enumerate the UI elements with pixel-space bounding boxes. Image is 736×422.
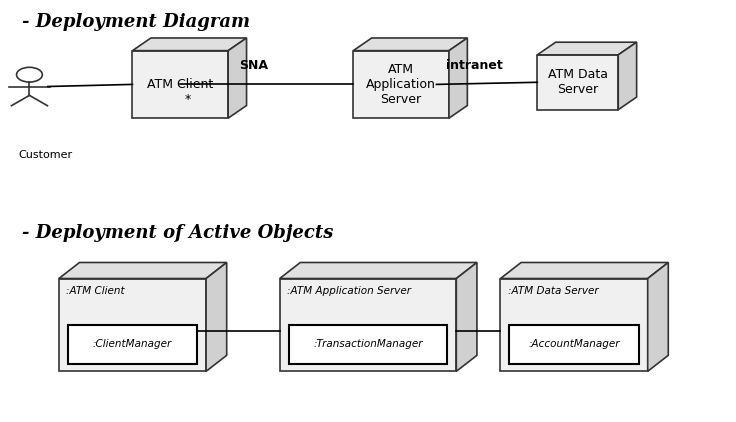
Text: ATM Data
Server: ATM Data Server xyxy=(548,68,608,96)
FancyBboxPatch shape xyxy=(68,325,197,364)
Text: SNA: SNA xyxy=(239,59,269,72)
Text: :ATM Client: :ATM Client xyxy=(66,286,125,296)
Text: :ATM Data Server: :ATM Data Server xyxy=(508,286,598,296)
Text: :ATM Application Server: :ATM Application Server xyxy=(287,286,411,296)
Polygon shape xyxy=(206,262,227,371)
Polygon shape xyxy=(59,262,227,279)
Polygon shape xyxy=(537,55,618,110)
Polygon shape xyxy=(228,38,247,118)
Polygon shape xyxy=(449,38,467,118)
FancyBboxPatch shape xyxy=(509,325,639,364)
Text: ATM
Application
Server: ATM Application Server xyxy=(367,63,436,106)
Text: :AccountManager: :AccountManager xyxy=(528,339,620,349)
Polygon shape xyxy=(59,279,206,371)
Polygon shape xyxy=(648,262,668,371)
Text: *: * xyxy=(185,93,191,106)
Polygon shape xyxy=(500,279,648,371)
Polygon shape xyxy=(618,42,637,110)
Text: Customer: Customer xyxy=(18,150,73,160)
Text: :TransactionManager: :TransactionManager xyxy=(314,339,422,349)
Polygon shape xyxy=(132,51,228,118)
Text: - Deployment Diagram: - Deployment Diagram xyxy=(22,13,250,31)
Text: ATM Client: ATM Client xyxy=(147,78,213,91)
Text: intranet: intranet xyxy=(446,59,503,72)
Text: - Deployment of Active Objects: - Deployment of Active Objects xyxy=(22,224,333,242)
Polygon shape xyxy=(353,38,467,51)
Polygon shape xyxy=(456,262,477,371)
Polygon shape xyxy=(132,38,247,51)
Text: :ClientManager: :ClientManager xyxy=(93,339,172,349)
Polygon shape xyxy=(537,42,637,55)
Polygon shape xyxy=(500,262,668,279)
FancyBboxPatch shape xyxy=(289,325,447,364)
Polygon shape xyxy=(280,279,456,371)
Polygon shape xyxy=(280,262,477,279)
Polygon shape xyxy=(353,51,449,118)
